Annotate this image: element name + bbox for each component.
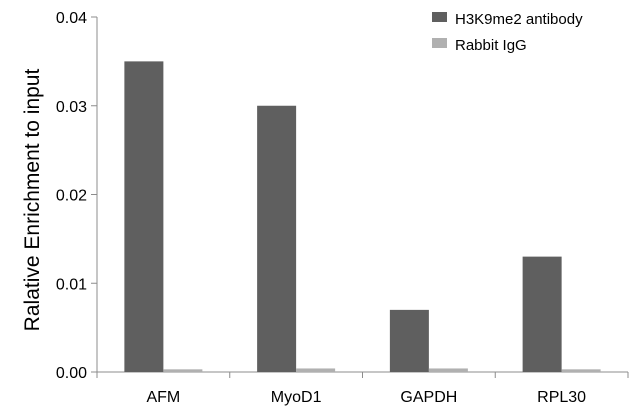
x-axis-ticks: AFM MyoD1 GAPDH RPL30 — [96, 372, 629, 406]
x-tick-label: GAPDH — [400, 389, 457, 406]
legend-swatch — [432, 12, 447, 22]
bar-igg-myod1 — [296, 368, 336, 372]
legend-label: Rabbit IgG — [455, 37, 527, 54]
y-tick-label: 0.03 — [56, 99, 87, 116]
legend: H3K9me2 antibody Rabbit IgG — [432, 11, 583, 54]
x-tick-label: AFM — [146, 389, 180, 406]
bar-igg-rpl30 — [561, 369, 601, 372]
y-tick-label: 0.00 — [56, 365, 87, 382]
legend-swatch — [432, 38, 447, 48]
y-axis-ticks: 0.00 0.01 0.02 0.03 0.04 — [56, 10, 97, 382]
bars-group — [124, 61, 601, 372]
bar-antibody-rpl30 — [522, 256, 562, 372]
bar-igg-afm — [163, 369, 203, 372]
y-tick-label: 0.02 — [56, 188, 87, 205]
y-tick-label: 0.01 — [56, 276, 87, 293]
bar-igg-gapdh — [428, 368, 468, 372]
legend-label: H3K9me2 antibody — [455, 11, 583, 28]
bar-antibody-afm — [124, 61, 164, 372]
x-tick-label: RPL30 — [537, 389, 586, 406]
y-tick-label: 0.04 — [56, 10, 87, 27]
y-axis-title: Ralative Enrichment to input — [21, 69, 44, 332]
bar-antibody-myod1 — [257, 105, 297, 372]
x-tick-label: MyoD1 — [271, 389, 322, 406]
bar-antibody-gapdh — [389, 309, 429, 372]
